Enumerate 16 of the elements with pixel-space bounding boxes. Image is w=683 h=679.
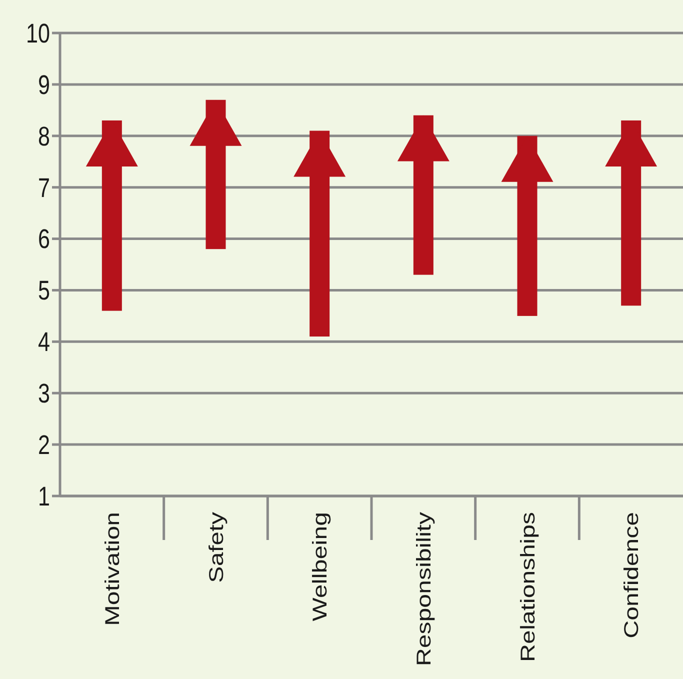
y-tick-label: 3 (38, 379, 50, 410)
y-tick-label: 7 (38, 174, 50, 204)
y-tick-label: 9 (38, 70, 50, 101)
x-tick-label: Confidence (620, 512, 642, 638)
x-tick-label: Relationships (516, 512, 539, 662)
y-tick-label: 4 (38, 328, 50, 358)
y-tick-label: 8 (38, 122, 50, 152)
x-tick-label: Responsibility (412, 511, 435, 666)
y-tick-label: 2 (38, 430, 50, 461)
x-tick-label: Wellbeing (308, 512, 331, 622)
x-tick-label: Motivation (101, 512, 124, 626)
x-tick-label: Safety (205, 511, 228, 583)
y-tick-label: 5 (38, 276, 50, 306)
y-tick-label: 1 (38, 482, 50, 512)
y-tick-label: 6 (38, 225, 50, 255)
y-tick-label: 10 (26, 19, 50, 50)
